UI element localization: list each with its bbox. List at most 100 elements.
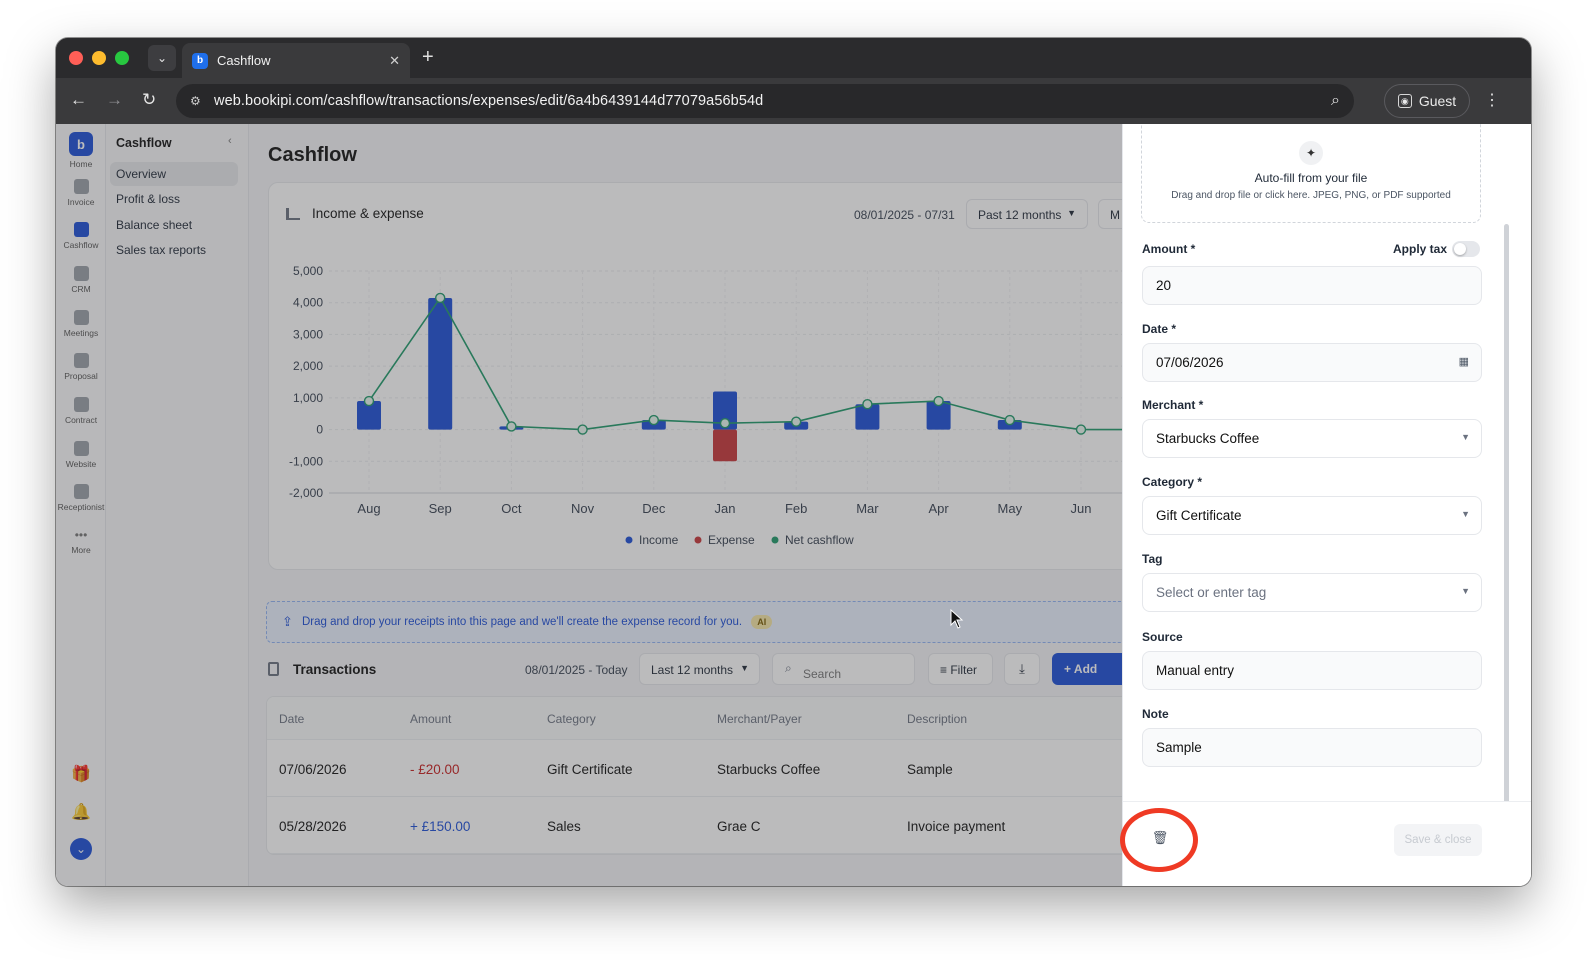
legend-label: Net cashflow bbox=[785, 533, 854, 547]
rail-label: Meetings bbox=[63, 328, 99, 338]
add-transaction-button[interactable]: + Add bbox=[1052, 653, 1132, 685]
rail-item-crm[interactable]: CRM bbox=[56, 266, 106, 294]
income-bar bbox=[428, 297, 453, 430]
rail-item-invoice[interactable]: Invoice bbox=[56, 179, 106, 207]
chart-period-select[interactable]: Past 12 months ▼ bbox=[966, 199, 1088, 229]
profile-button[interactable]: ◉ Guest bbox=[1384, 84, 1470, 118]
calendar-icon[interactable]: ▦ bbox=[1458, 356, 1469, 368]
subnav-item-overview[interactable]: Overview bbox=[110, 162, 238, 186]
category-select[interactable]: Gift Certificate ▼ bbox=[1142, 496, 1482, 535]
table-row[interactable]: 07/06/2026 - £20.00 Gift Certificate Sta… bbox=[267, 740, 1145, 797]
note-field[interactable]: Sample bbox=[1142, 728, 1482, 767]
chart-date-range: 08/01/2025 - 07/31 bbox=[854, 208, 955, 222]
collapse-chevron-icon[interactable]: ‹ bbox=[228, 135, 232, 147]
amount-field[interactable]: 20 bbox=[1142, 266, 1482, 305]
rail-item-more[interactable]: ••• More bbox=[56, 528, 106, 555]
merchant-select[interactable]: Starbucks Coffee ▼ bbox=[1142, 419, 1482, 458]
page: b Home Invoice Cashflow CRM Meetings bbox=[56, 124, 1531, 886]
date-label: Date * bbox=[1142, 322, 1177, 336]
autofill-dropzone[interactable]: ✦ Auto-fill from your file Drag and drop… bbox=[1141, 124, 1481, 223]
tag-select[interactable]: Select or enter tag ▼ bbox=[1142, 573, 1482, 612]
download-icon[interactable]: ⤓ bbox=[1004, 653, 1040, 685]
transactions-date-range: 08/01/2025 - Today bbox=[525, 663, 628, 677]
rail-label: Cashflow bbox=[63, 240, 99, 250]
rail-item-home[interactable]: b Home bbox=[56, 132, 106, 169]
back-arrow-icon[interactable]: ← bbox=[70, 90, 87, 109]
subnav-item-sales-tax[interactable]: Sales tax reports bbox=[116, 243, 207, 257]
income-bar bbox=[357, 401, 381, 430]
net-cashflow-point bbox=[933, 395, 944, 407]
ai-badge: AI bbox=[751, 615, 773, 629]
net-cashflow-point bbox=[1075, 424, 1087, 435]
transactions-period-select[interactable]: Last 12 months ▼ bbox=[639, 653, 760, 685]
reload-icon[interactable]: ↻ bbox=[142, 90, 157, 109]
maximize-window-button[interactable] bbox=[115, 51, 129, 65]
x-tick-label: Apr bbox=[928, 501, 949, 516]
contract-icon bbox=[73, 397, 89, 412]
tab-close-icon[interactable]: ✕ bbox=[389, 52, 400, 68]
filter-button[interactable]: ≡ Filter bbox=[928, 653, 993, 685]
rail-item-receptionist[interactable]: Receptionist bbox=[56, 484, 106, 512]
chevron-down-icon: ▼ bbox=[1461, 432, 1470, 442]
site-settings-icon[interactable]: ⚙ bbox=[190, 94, 201, 108]
mouse-cursor-icon bbox=[950, 609, 964, 629]
apply-tax-label: Apply tax bbox=[1393, 242, 1448, 256]
cashflow-icon bbox=[73, 222, 89, 237]
y-tick-label: 4,000 bbox=[293, 296, 323, 310]
table-row[interactable]: 05/28/2026 + £150.00 Sales Grae C Invoic… bbox=[267, 797, 1145, 854]
header-description[interactable]: Description bbox=[907, 712, 968, 726]
rail-item-cashflow[interactable]: Cashflow bbox=[56, 222, 106, 250]
page-title: Cashflow bbox=[268, 144, 357, 166]
minimize-window-button[interactable] bbox=[92, 51, 106, 65]
row-description: Sample bbox=[907, 762, 953, 777]
rail-item-contract[interactable]: Contract bbox=[56, 397, 106, 425]
header-merchant[interactable]: Merchant/Payer bbox=[717, 712, 802, 726]
net-cashflow-point bbox=[862, 398, 873, 410]
rail-item-meetings[interactable]: Meetings bbox=[56, 310, 106, 338]
new-tab-plus-icon[interactable]: + bbox=[422, 46, 434, 68]
rail-item-website[interactable]: Website bbox=[56, 441, 106, 469]
x-tick-label: Aug bbox=[357, 501, 380, 516]
net-cashflow-point bbox=[648, 414, 659, 426]
table-header-row: Date Amount Category Merchant/Payer Desc… bbox=[267, 697, 1145, 740]
notification-bell-icon[interactable]: 🔔 bbox=[71, 804, 91, 821]
row-amount: - £20.00 bbox=[410, 762, 460, 777]
receipt-drop-banner[interactable]: ⇪ Drag and drop your receipts into this … bbox=[266, 601, 1136, 643]
subnav-item-profit-loss[interactable]: Profit & loss bbox=[116, 192, 181, 206]
chevron-down-icon: ⌄ bbox=[70, 838, 92, 860]
save-close-button[interactable]: Save & close bbox=[1394, 824, 1482, 856]
help-button[interactable]: ⌄ bbox=[56, 838, 106, 860]
chevron-down-icon: ▼ bbox=[1461, 586, 1470, 596]
apply-tax-toggle[interactable] bbox=[1452, 241, 1480, 257]
cashflow-subnav: Cashflow ‹ Overview Profit & loss Balanc… bbox=[106, 124, 249, 886]
header-date[interactable]: Date bbox=[279, 712, 305, 726]
rail-label: Invoice bbox=[67, 197, 95, 207]
category-label: Category * bbox=[1142, 475, 1203, 489]
transactions-title: Transactions bbox=[293, 662, 377, 677]
header-category[interactable]: Category bbox=[547, 712, 596, 726]
gift-icon[interactable]: 🎁 bbox=[71, 766, 91, 783]
date-field[interactable]: 07/06/2026 ▦ bbox=[1142, 343, 1482, 382]
source-field[interactable]: Manual entry bbox=[1142, 651, 1482, 690]
browser-menu-icon[interactable]: ⋮ bbox=[1484, 92, 1500, 109]
browser-window: ⌄ b Cashflow ✕ + ← → ↻ ⚙ web.bookipi.com… bbox=[56, 38, 1531, 886]
rail-item-proposal[interactable]: Proposal bbox=[56, 353, 106, 381]
sparkle-icon: ✦ bbox=[1299, 141, 1323, 165]
y-tick-label: -1,000 bbox=[289, 454, 323, 468]
rail-label: Proposal bbox=[64, 371, 98, 381]
net-cashflow-point bbox=[506, 421, 517, 432]
url-field[interactable]: ⚙ web.bookipi.com/cashflow/transactions/… bbox=[176, 84, 1354, 118]
close-window-button[interactable] bbox=[69, 51, 83, 65]
header-amount[interactable]: Amount bbox=[410, 712, 452, 726]
forward-arrow-icon[interactable]: → bbox=[106, 90, 123, 109]
subnav-item-balance-sheet[interactable]: Balance sheet bbox=[116, 218, 193, 232]
app-rail: b Home Invoice Cashflow CRM Meetings bbox=[56, 124, 106, 886]
drawer-scrollbar[interactable] bbox=[1504, 224, 1509, 804]
transactions-search-input[interactable] bbox=[772, 653, 915, 685]
zoom-magnifier-icon[interactable]: ⌕ bbox=[1331, 92, 1340, 109]
category-value: Gift Certificate bbox=[1156, 508, 1242, 523]
row-description: Invoice payment bbox=[907, 819, 1006, 834]
browser-tab[interactable]: b Cashflow ✕ bbox=[182, 43, 410, 78]
tab-list-chevron-icon[interactable]: ⌄ bbox=[148, 45, 176, 71]
legend-marker bbox=[625, 536, 633, 544]
